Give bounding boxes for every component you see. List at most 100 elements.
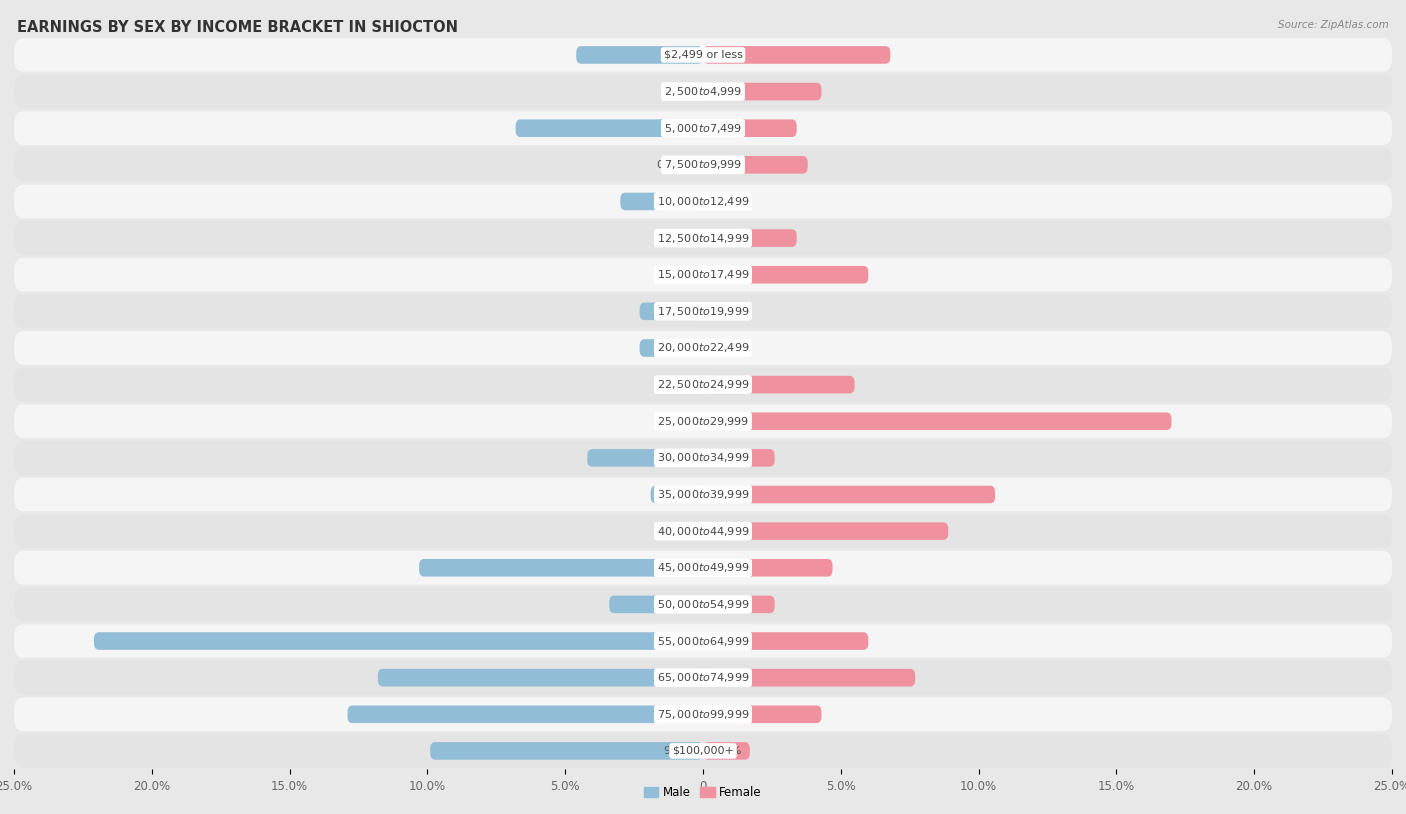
FancyBboxPatch shape (576, 46, 703, 63)
FancyBboxPatch shape (682, 156, 703, 173)
Text: EARNINGS BY SEX BY INCOME BRACKET IN SHIOCTON: EARNINGS BY SEX BY INCOME BRACKET IN SHI… (17, 20, 458, 35)
Text: 0.76%: 0.76% (657, 160, 692, 170)
Text: 3.4%: 3.4% (714, 233, 742, 243)
FancyBboxPatch shape (14, 661, 1392, 694)
FancyBboxPatch shape (14, 295, 1392, 328)
Text: 1.9%: 1.9% (664, 489, 692, 500)
Text: $45,000 to $49,999: $45,000 to $49,999 (657, 562, 749, 574)
Text: $55,000 to $64,999: $55,000 to $64,999 (657, 635, 749, 647)
FancyBboxPatch shape (703, 376, 855, 393)
Text: 5.5%: 5.5% (714, 379, 742, 390)
FancyBboxPatch shape (703, 559, 832, 576)
FancyBboxPatch shape (14, 478, 1392, 511)
FancyBboxPatch shape (14, 698, 1392, 731)
Text: $65,000 to $74,999: $65,000 to $74,999 (657, 672, 749, 684)
Text: $75,000 to $99,999: $75,000 to $99,999 (657, 708, 749, 720)
FancyBboxPatch shape (14, 331, 1392, 365)
Text: $40,000 to $44,999: $40,000 to $44,999 (657, 525, 749, 537)
Text: $20,000 to $22,499: $20,000 to $22,499 (657, 342, 749, 354)
FancyBboxPatch shape (672, 230, 703, 247)
FancyBboxPatch shape (703, 120, 797, 137)
FancyBboxPatch shape (14, 734, 1392, 768)
Text: 10.3%: 10.3% (657, 562, 692, 573)
Text: $25,000 to $29,999: $25,000 to $29,999 (657, 415, 749, 427)
FancyBboxPatch shape (14, 551, 1392, 584)
Text: 6.8%: 6.8% (714, 50, 742, 60)
FancyBboxPatch shape (14, 624, 1392, 658)
FancyBboxPatch shape (14, 588, 1392, 621)
FancyBboxPatch shape (703, 83, 821, 100)
Text: 17.0%: 17.0% (714, 416, 749, 427)
Text: 3.0%: 3.0% (664, 196, 692, 207)
Text: 2.6%: 2.6% (714, 453, 742, 463)
FancyBboxPatch shape (609, 596, 703, 613)
FancyBboxPatch shape (14, 368, 1392, 401)
FancyBboxPatch shape (430, 742, 703, 759)
FancyBboxPatch shape (682, 266, 703, 283)
FancyBboxPatch shape (703, 413, 1171, 430)
FancyBboxPatch shape (14, 258, 1392, 291)
FancyBboxPatch shape (588, 449, 703, 466)
Text: 2.3%: 2.3% (664, 306, 692, 317)
Text: 0.85%: 0.85% (714, 343, 749, 353)
FancyBboxPatch shape (640, 339, 703, 357)
Text: 22.1%: 22.1% (657, 636, 692, 646)
Text: 0.0%: 0.0% (664, 86, 692, 97)
FancyBboxPatch shape (14, 514, 1392, 548)
Text: 6.0%: 6.0% (714, 636, 742, 646)
FancyBboxPatch shape (14, 112, 1392, 145)
Text: $2,500 to $4,999: $2,500 to $4,999 (664, 85, 742, 98)
FancyBboxPatch shape (703, 669, 915, 686)
Text: 3.8%: 3.8% (714, 160, 742, 170)
Text: $15,000 to $17,499: $15,000 to $17,499 (657, 269, 749, 281)
FancyBboxPatch shape (14, 38, 1392, 72)
Text: $30,000 to $34,999: $30,000 to $34,999 (657, 452, 749, 464)
FancyBboxPatch shape (640, 303, 703, 320)
Text: $2,499 or less: $2,499 or less (664, 50, 742, 60)
Text: 4.6%: 4.6% (664, 50, 692, 60)
Text: 7.7%: 7.7% (714, 672, 742, 683)
Text: $35,000 to $39,999: $35,000 to $39,999 (657, 488, 749, 501)
Text: 2.6%: 2.6% (714, 599, 742, 610)
FancyBboxPatch shape (703, 632, 869, 650)
FancyBboxPatch shape (516, 120, 703, 137)
FancyBboxPatch shape (378, 669, 703, 686)
Text: 9.9%: 9.9% (664, 746, 692, 756)
Text: 0.76%: 0.76% (657, 416, 692, 427)
FancyBboxPatch shape (703, 706, 821, 723)
Text: 0.0%: 0.0% (664, 379, 692, 390)
Text: 3.4%: 3.4% (714, 123, 742, 133)
Text: 11.8%: 11.8% (657, 672, 692, 683)
FancyBboxPatch shape (14, 221, 1392, 255)
FancyBboxPatch shape (672, 523, 703, 540)
Text: $5,000 to $7,499: $5,000 to $7,499 (664, 122, 742, 134)
FancyBboxPatch shape (703, 742, 749, 759)
Text: 8.9%: 8.9% (714, 526, 742, 536)
Text: 0.0%: 0.0% (714, 306, 742, 317)
Text: 1.1%: 1.1% (664, 526, 692, 536)
Text: 1.1%: 1.1% (664, 233, 692, 243)
FancyBboxPatch shape (651, 486, 703, 503)
Text: 2.3%: 2.3% (664, 343, 692, 353)
Text: 6.0%: 6.0% (714, 269, 742, 280)
FancyBboxPatch shape (703, 339, 727, 357)
Text: 4.3%: 4.3% (714, 709, 742, 720)
FancyBboxPatch shape (620, 193, 703, 210)
Text: 6.8%: 6.8% (664, 123, 692, 133)
FancyBboxPatch shape (94, 632, 703, 650)
Text: 4.7%: 4.7% (714, 562, 742, 573)
FancyBboxPatch shape (347, 706, 703, 723)
FancyBboxPatch shape (703, 46, 890, 63)
FancyBboxPatch shape (14, 185, 1392, 218)
Text: Source: ZipAtlas.com: Source: ZipAtlas.com (1278, 20, 1389, 30)
Text: $7,500 to $9,999: $7,500 to $9,999 (664, 159, 742, 171)
FancyBboxPatch shape (14, 148, 1392, 182)
FancyBboxPatch shape (703, 523, 948, 540)
FancyBboxPatch shape (703, 486, 995, 503)
Text: 4.2%: 4.2% (664, 453, 692, 463)
FancyBboxPatch shape (419, 559, 703, 576)
Legend: Male, Female: Male, Female (640, 781, 766, 803)
FancyBboxPatch shape (14, 405, 1392, 438)
Text: 10.6%: 10.6% (714, 489, 749, 500)
Text: $22,500 to $24,999: $22,500 to $24,999 (657, 379, 749, 391)
